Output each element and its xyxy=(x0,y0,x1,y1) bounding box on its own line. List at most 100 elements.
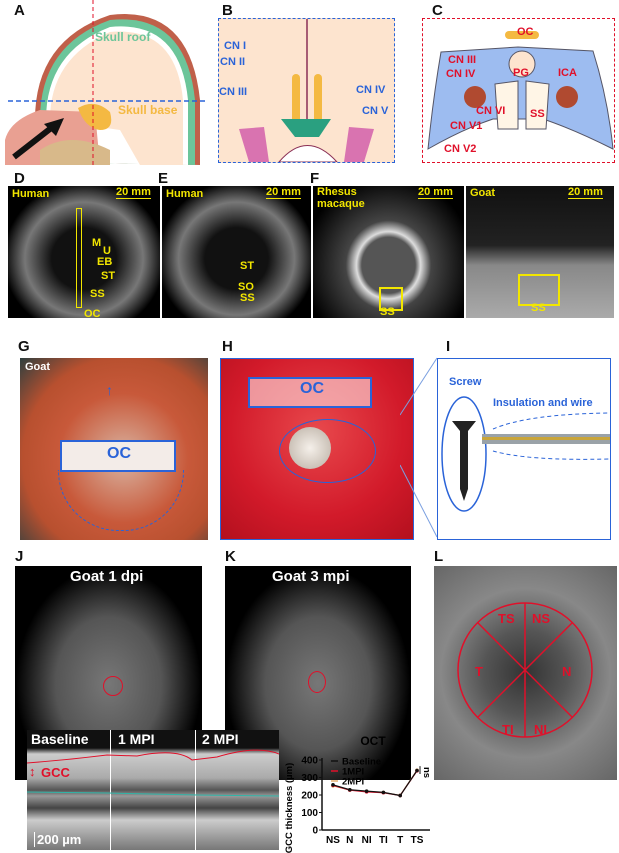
ct-label: OC xyxy=(84,308,101,320)
skull-base-label: Skull base xyxy=(118,103,178,117)
gcc-label: GCC xyxy=(41,765,70,780)
panel-letter-d: D xyxy=(14,170,25,187)
species-label: Human xyxy=(166,188,204,200)
ica-label: ICA xyxy=(558,67,577,79)
ct-label: U xyxy=(103,245,111,257)
species-label: Rhesus macaque xyxy=(317,186,365,210)
x-tick-label: NI xyxy=(362,835,372,846)
data-point-Baseline xyxy=(331,783,335,787)
ct-human-axial-1 xyxy=(8,186,160,318)
data-point-Baseline xyxy=(364,789,369,793)
panel-letter-j: J xyxy=(15,548,24,565)
ct-label: EB xyxy=(97,256,113,268)
bracket-marker xyxy=(76,208,82,308)
scale-bar: 20 mm xyxy=(116,186,151,199)
ct-rhesus-axial xyxy=(313,186,464,318)
sector-t-label: T xyxy=(475,664,483,679)
panel-letter-k: K xyxy=(225,548,236,565)
data-point-Baseline xyxy=(381,790,386,795)
pg-label: PG xyxy=(513,67,529,79)
legend-entry: 2MPI xyxy=(342,777,364,788)
sector-ni-label: NI xyxy=(534,722,547,737)
panel-letter-f: F xyxy=(310,170,320,187)
x-tick-label: TS xyxy=(411,835,424,846)
oct-image-1mpi xyxy=(111,730,195,850)
cn-v-label: CN V xyxy=(362,105,389,117)
gcc-thickness-chart: OCT GCC thickness (µm) 0 100 200 300 400 NS N N… xyxy=(284,734,432,853)
sector-n-label: N xyxy=(562,664,572,679)
photo-screw-electrode xyxy=(437,358,611,540)
ct-label: M xyxy=(92,237,102,249)
oc-label-h: OC xyxy=(300,380,324,397)
data-point-Baseline xyxy=(415,768,419,773)
data-point-Baseline xyxy=(398,793,402,798)
panel-title-j: Goat 1 dpi xyxy=(70,568,144,585)
cn-v2-label: CN V2 xyxy=(444,143,477,155)
oct-layer-lines xyxy=(27,749,279,797)
oct-label-2mpi: 2 MPI xyxy=(202,731,239,747)
ct-label: SO xyxy=(238,281,254,293)
ct-label: SS xyxy=(531,302,546,314)
x-tick-label: N xyxy=(346,835,353,846)
oct-images xyxy=(27,730,279,850)
panel-letter-i: I xyxy=(446,338,451,355)
scale-bar: 20 mm xyxy=(418,186,453,199)
legend-entry: Baseline xyxy=(342,757,381,768)
sector-ts-label: TS xyxy=(498,611,515,626)
panel-letter-l: L xyxy=(434,548,444,565)
panel-letter-e: E xyxy=(158,170,169,187)
oc-label-g: OC xyxy=(107,445,131,462)
scale-bar: 20 mm xyxy=(266,186,301,199)
arrow-icon xyxy=(12,122,57,160)
data-point-Baseline xyxy=(348,787,352,792)
cavernous-sinus-illustration xyxy=(422,18,615,163)
oct-scale-bar: 200 µm xyxy=(34,832,81,847)
zoom-connector-lines xyxy=(400,357,438,538)
legend-entry: 1MPI xyxy=(342,767,364,778)
y-tick-label: 100 xyxy=(301,808,318,819)
sector-ns-label: NS xyxy=(532,611,551,626)
ct-label: SS xyxy=(90,288,105,300)
species-label: Human xyxy=(12,188,50,200)
x-tick-label: TI xyxy=(379,835,388,846)
ct-label: SS xyxy=(240,292,255,304)
chart-title: OCT xyxy=(360,734,386,748)
oct-image-baseline xyxy=(27,730,111,850)
cn-i-label: CN I xyxy=(224,40,246,52)
double-arrow-icon: ↕ xyxy=(29,764,36,779)
y-axis-label: GCC thickness (µm) xyxy=(284,763,295,853)
y-tick-label: 200 xyxy=(301,791,318,802)
photo-goat-skull-base xyxy=(20,358,208,540)
ct-label: SS xyxy=(380,306,395,318)
ct-label: ST xyxy=(101,270,116,282)
ct-human-axial-2 xyxy=(162,186,311,318)
panel-letter-b: B xyxy=(222,2,233,19)
ss-label-c: SS xyxy=(530,108,545,120)
oct-image-2mpi xyxy=(195,730,279,850)
oc-label: OC xyxy=(517,26,534,38)
head-sagittal-illustration xyxy=(5,0,205,165)
ct-label: ST xyxy=(240,260,255,272)
sector-ti-label: TI xyxy=(502,722,514,737)
ct-goat-axial xyxy=(466,186,614,318)
cn-iv-label: CN IV xyxy=(356,84,386,96)
cn-v1-label: CN V1 xyxy=(450,120,483,132)
y-tick-label: 400 xyxy=(301,756,318,767)
series-line-Baseline xyxy=(332,770,418,797)
skull-roof-label: Skull roof xyxy=(95,30,151,44)
species-label: Goat xyxy=(470,187,496,199)
screw-label: Screw xyxy=(449,376,482,388)
x-tick-label: T xyxy=(397,835,403,846)
panel-letter-h: H xyxy=(222,338,233,355)
fundus-image xyxy=(434,566,617,780)
oct-label-baseline: Baseline xyxy=(31,731,89,747)
y-tick-label: 0 xyxy=(312,826,318,837)
significance-label: ns xyxy=(421,767,432,778)
cn-ii-label: CN II xyxy=(220,56,246,68)
ss-highlight-box xyxy=(379,287,403,311)
panel-letter-c: C xyxy=(432,2,443,19)
species-label: Goat xyxy=(25,361,51,373)
oct-label-1mpi: 1 MPI xyxy=(118,731,155,747)
photo-screw-implant xyxy=(220,358,414,540)
